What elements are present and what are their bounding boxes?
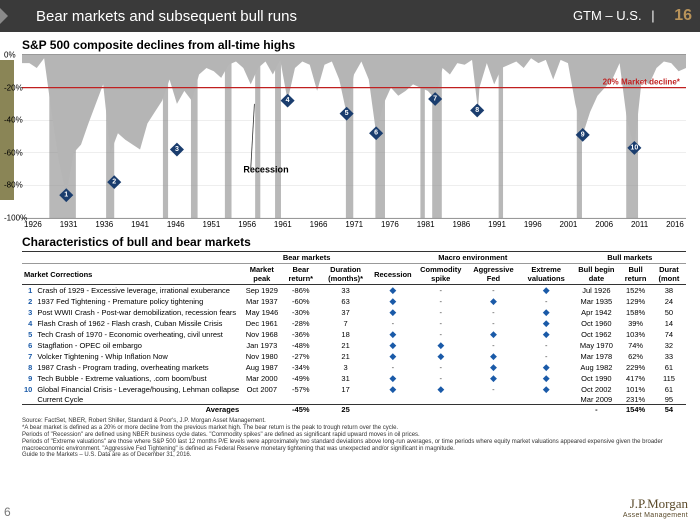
svg-text:5: 5 xyxy=(345,110,349,117)
header-subtitle: GTM – U.S. | 16 xyxy=(573,7,692,25)
svg-text:7: 7 xyxy=(433,96,437,103)
bull-bear-table: Bear markets Macro environment Bull mark… xyxy=(22,251,686,414)
footnote-text: Source: FactSet, NBER, Robert Shiller, S… xyxy=(22,418,686,459)
table-row: 1Crash of 1929 - Excessive leverage, irr… xyxy=(22,285,686,297)
svg-text:Recession: Recession xyxy=(243,164,288,174)
breadcrumb-arrow-icon xyxy=(0,0,8,32)
page-indicator: 16 xyxy=(674,7,692,24)
table-row: 5Tech Crash of 1970 - Economic overheati… xyxy=(22,329,686,340)
svg-text:1: 1 xyxy=(64,192,68,199)
page-title: Bear markets and subsequent bull runs xyxy=(36,8,297,25)
averages-row: Averages-45%25 -154%54 xyxy=(22,405,686,415)
section-tab xyxy=(0,60,14,200)
table-row: Current Cycle Mar 2009231%95 xyxy=(22,395,686,405)
table-title: Characteristics of bull and bear markets xyxy=(22,235,686,249)
svg-text:6: 6 xyxy=(374,130,378,137)
jpmorgan-logo: J.P.Morgan Asset Management xyxy=(623,496,688,519)
table-row: 9Tech Bubble - Extreme valuations, .com … xyxy=(22,373,686,384)
svg-text:3: 3 xyxy=(175,146,179,153)
table-row: 4Flash Crash of 1962 - Flash crash, Cuba… xyxy=(22,318,686,329)
table-row: 81987 Crash - Program trading, overheati… xyxy=(22,362,686,373)
table-row: 7Volcker Tightening - Whip Inflation Now… xyxy=(22,351,686,362)
svg-text:10: 10 xyxy=(630,144,638,151)
table-row: 21937 Fed Tightening - Premature policy … xyxy=(22,296,686,307)
logo-main: J.P.Morgan xyxy=(623,496,688,512)
chart-svg: 20% Market decline* Recession 1 2 3 4 5 6 7 8 9 10 xyxy=(22,55,686,218)
page-number: 6 xyxy=(4,505,11,519)
chart-title: S&P 500 composite declines from all-time… xyxy=(22,38,686,52)
svg-text:9: 9 xyxy=(581,131,585,138)
svg-text:2: 2 xyxy=(112,179,116,186)
table-row: 10Global Financial Crisis - Leverage/hou… xyxy=(22,384,686,395)
table-row: 3Post WWII Crash - Post-war demobilizati… xyxy=(22,307,686,318)
x-axis-labels: 1926193119361941194619511956196119661971… xyxy=(22,220,686,229)
svg-text:8: 8 xyxy=(475,107,479,114)
table-row: 6Stagflation - OPEC oil embargo Jan 1973… xyxy=(22,340,686,351)
header-bar: Bear markets and subsequent bull runs GT… xyxy=(0,0,700,32)
gtm-label: GTM – U.S. xyxy=(573,8,642,23)
declines-chart: 20% Market decline*Recession12345678910 … xyxy=(22,54,686,219)
svg-text:20% Market decline*: 20% Market decline* xyxy=(603,78,681,87)
svg-text:4: 4 xyxy=(286,97,290,104)
logo-sub: Asset Management xyxy=(623,512,688,519)
